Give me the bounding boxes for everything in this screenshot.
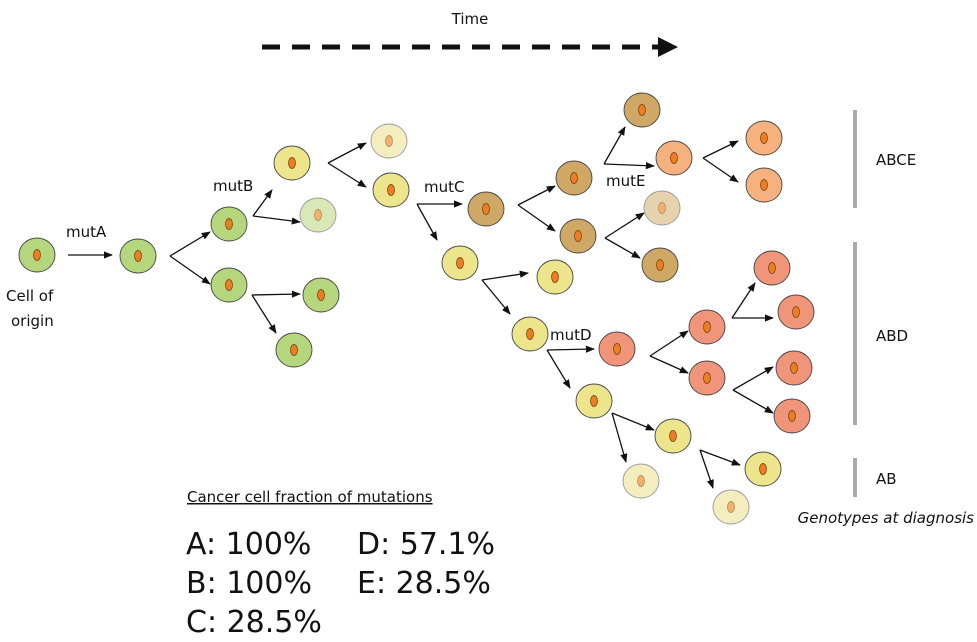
arrow (700, 450, 713, 488)
arrow (604, 127, 625, 164)
cells (19, 93, 814, 524)
nucleus (761, 133, 768, 144)
nucleus (591, 396, 598, 407)
arrow (518, 205, 555, 231)
genotype-label: ABD (876, 327, 908, 345)
nucleus (226, 219, 233, 230)
origin-label: origin (11, 312, 54, 330)
origin-label: Cell of (6, 287, 54, 305)
nucleus (34, 250, 41, 261)
arrow (703, 158, 738, 182)
nucleus (483, 204, 490, 215)
genotype-bar (853, 458, 857, 497)
arrow (170, 256, 210, 284)
nucleus (639, 105, 646, 116)
arrow (703, 141, 738, 158)
mutation-label: mutD (550, 326, 592, 344)
nucleus (671, 153, 678, 164)
nucleus (457, 258, 464, 269)
nucleus (791, 363, 798, 374)
nucleus (552, 272, 559, 283)
genotype-bar (853, 110, 857, 208)
arrow (605, 213, 644, 238)
arrow (482, 273, 528, 280)
arrow (732, 283, 755, 318)
nucleus (793, 307, 800, 318)
mutation-label: mutB (213, 177, 253, 195)
fraction: B: 100% (186, 566, 312, 601)
nucleus (657, 260, 664, 271)
nucleus (638, 476, 645, 487)
nucleus (789, 411, 796, 422)
nucleus (769, 263, 776, 274)
arrow (733, 390, 773, 413)
fraction: E: 28.5% (357, 566, 491, 601)
genotype-label: AB (876, 470, 897, 488)
arrow (518, 186, 555, 205)
genotype-label: ABCE (876, 151, 916, 169)
fraction: D: 57.1% (357, 527, 495, 562)
arrow (328, 163, 366, 187)
arrow (733, 367, 773, 390)
nucleus (670, 431, 677, 442)
arrow (253, 190, 272, 216)
mutation-label: mutC (424, 178, 464, 196)
nucleus (386, 136, 393, 147)
nucleus (659, 203, 666, 214)
nucleus (614, 344, 621, 355)
arrow (417, 204, 437, 240)
nucleus (761, 180, 768, 191)
arrow (547, 350, 570, 388)
arrow (328, 143, 366, 163)
nucleus (760, 464, 767, 475)
fraction: C: 28.5% (186, 605, 322, 640)
arrow (170, 232, 210, 256)
fraction: A: 100% (186, 527, 311, 562)
arrow (604, 164, 654, 166)
nucleus (704, 322, 711, 333)
arrow (700, 450, 740, 465)
diagram: Time mutA mutB mutC mutD mutE Cell of or… (0, 0, 977, 642)
mutation-label: mutA (66, 223, 107, 241)
nucleus (575, 231, 582, 242)
nucleus (388, 185, 395, 196)
arrow (605, 238, 640, 258)
fractions-heading: Cancer cell fraction of mutations (187, 488, 433, 506)
arrow (650, 356, 688, 373)
nucleus (571, 173, 578, 184)
nucleus (318, 290, 325, 301)
nucleus (289, 158, 296, 169)
arrow (482, 280, 510, 314)
time-label: Time (451, 10, 489, 28)
nucleus (527, 329, 534, 340)
nucleus (315, 210, 322, 221)
arrow (252, 295, 276, 333)
nucleus (226, 280, 233, 291)
nucleus (728, 502, 735, 513)
genotypes-caption: Genotypes at diagnosis (798, 509, 975, 527)
arrow (252, 294, 300, 295)
arrow (650, 331, 688, 356)
arrow (547, 349, 594, 350)
arrow (612, 413, 654, 430)
mutation-label: mutE (606, 172, 645, 190)
arrow (612, 413, 626, 462)
arrow (253, 216, 300, 222)
nucleus (291, 345, 298, 356)
nucleus (704, 373, 711, 384)
genotype-bar (853, 242, 857, 425)
nucleus (135, 251, 142, 262)
